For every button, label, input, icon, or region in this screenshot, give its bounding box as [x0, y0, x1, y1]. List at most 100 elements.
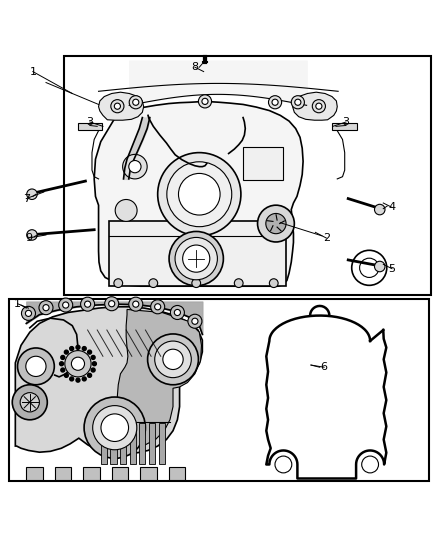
Circle shape	[59, 298, 73, 312]
Circle shape	[91, 356, 95, 359]
Circle shape	[115, 199, 137, 221]
Bar	[149, 423, 155, 464]
Circle shape	[167, 162, 232, 227]
Circle shape	[85, 301, 91, 307]
Circle shape	[70, 346, 74, 351]
Circle shape	[374, 261, 385, 272]
Circle shape	[352, 251, 387, 285]
Text: 6: 6	[321, 362, 328, 372]
Circle shape	[84, 397, 145, 458]
Circle shape	[149, 279, 158, 287]
Polygon shape	[293, 92, 337, 120]
Circle shape	[198, 95, 212, 108]
Circle shape	[202, 98, 208, 104]
Text: 4: 4	[389, 203, 396, 212]
Circle shape	[60, 362, 64, 366]
Bar	[243, 147, 283, 180]
Circle shape	[91, 368, 95, 372]
Circle shape	[174, 310, 180, 316]
Text: 9: 9	[25, 233, 32, 243]
Bar	[9, 300, 429, 481]
Text: 3: 3	[86, 117, 93, 127]
Circle shape	[155, 304, 161, 310]
Circle shape	[61, 356, 65, 359]
Circle shape	[129, 297, 143, 311]
Circle shape	[266, 213, 286, 233]
Circle shape	[25, 310, 32, 317]
Circle shape	[155, 341, 191, 378]
Circle shape	[151, 300, 165, 314]
Circle shape	[183, 245, 210, 272]
Circle shape	[374, 204, 385, 215]
Circle shape	[65, 351, 91, 377]
Text: 8: 8	[191, 62, 198, 72]
Polygon shape	[99, 92, 144, 120]
Circle shape	[114, 103, 120, 109]
Circle shape	[70, 377, 74, 381]
Circle shape	[111, 100, 124, 113]
Text: 3: 3	[343, 117, 350, 127]
Circle shape	[61, 368, 65, 372]
Circle shape	[269, 279, 278, 287]
Circle shape	[268, 96, 282, 109]
Text: 1: 1	[14, 298, 21, 309]
Circle shape	[291, 96, 304, 109]
Circle shape	[158, 152, 241, 236]
Polygon shape	[102, 310, 201, 447]
Bar	[140, 467, 157, 480]
Bar	[83, 467, 100, 480]
Bar	[332, 123, 357, 130]
Bar	[26, 467, 43, 480]
Bar	[130, 423, 136, 464]
Polygon shape	[15, 307, 202, 454]
Circle shape	[316, 103, 322, 109]
Bar	[78, 123, 102, 130]
Circle shape	[21, 306, 35, 320]
Circle shape	[175, 237, 217, 280]
Circle shape	[93, 406, 137, 450]
Circle shape	[18, 348, 54, 385]
Bar	[109, 221, 286, 286]
Circle shape	[362, 456, 378, 473]
Circle shape	[179, 173, 220, 215]
Circle shape	[133, 301, 139, 307]
Circle shape	[192, 279, 201, 287]
Circle shape	[88, 350, 92, 354]
Circle shape	[92, 362, 96, 366]
Circle shape	[129, 96, 142, 109]
Circle shape	[27, 230, 37, 240]
Circle shape	[129, 160, 141, 173]
Circle shape	[71, 357, 85, 370]
Circle shape	[133, 99, 139, 106]
Text: 1: 1	[29, 67, 36, 77]
Bar	[169, 467, 185, 480]
Circle shape	[275, 456, 292, 473]
Bar	[55, 467, 71, 480]
Circle shape	[105, 297, 119, 311]
Circle shape	[109, 301, 115, 307]
Circle shape	[82, 377, 86, 381]
Circle shape	[39, 301, 53, 314]
Bar	[139, 423, 145, 464]
Bar	[64, 56, 431, 295]
Circle shape	[12, 385, 47, 420]
Circle shape	[163, 349, 183, 369]
Circle shape	[234, 279, 243, 287]
Circle shape	[64, 374, 68, 377]
Circle shape	[170, 305, 184, 319]
Bar	[159, 423, 165, 464]
Circle shape	[63, 302, 69, 308]
Circle shape	[123, 155, 147, 179]
Circle shape	[43, 304, 49, 311]
Text: 7: 7	[23, 193, 30, 204]
Bar	[120, 423, 126, 464]
Circle shape	[27, 189, 37, 199]
Bar	[110, 423, 117, 464]
Circle shape	[360, 258, 379, 278]
Circle shape	[114, 279, 123, 287]
Circle shape	[76, 345, 80, 349]
Circle shape	[76, 378, 80, 382]
Circle shape	[192, 318, 198, 324]
Circle shape	[312, 100, 325, 113]
Circle shape	[64, 350, 68, 354]
